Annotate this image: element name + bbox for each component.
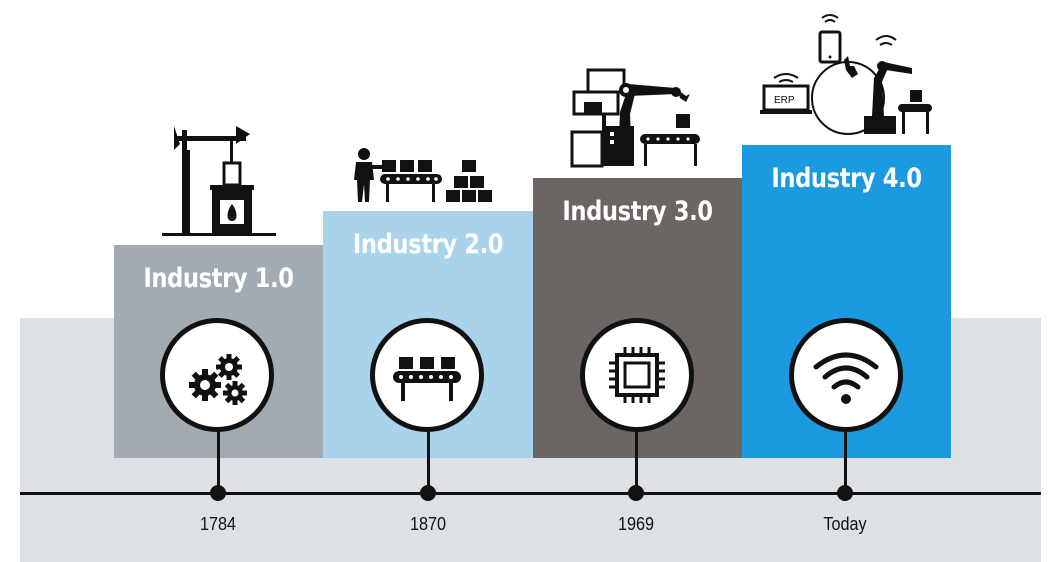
gears-icon: [160, 318, 274, 432]
year-label: 1784: [199, 514, 237, 534]
stem: [635, 432, 638, 490]
stem: [427, 432, 430, 490]
year-label: 1969: [617, 514, 655, 534]
stem: [844, 432, 847, 490]
stage-title: Industry 3.0: [562, 196, 713, 227]
stage-title: Industry 4.0: [771, 163, 922, 194]
robot-arm-computer-icon: [568, 66, 708, 174]
connected-factory-icon: ERP: [760, 12, 940, 142]
stage-title: Industry 1.0: [143, 263, 294, 294]
wifi-icon: [789, 318, 903, 432]
steam-engine-icon: [160, 120, 280, 244]
year-label: Today: [823, 514, 867, 534]
microchip-icon: [580, 318, 694, 432]
year-label: 1870: [409, 514, 447, 534]
stage-title: Industry 2.0: [352, 229, 504, 260]
timeline-axis: [20, 492, 1041, 495]
erp-label: ERP: [774, 95, 795, 106]
conveyor-belt-icon: [370, 318, 484, 432]
assembly-line-worker-icon: [350, 146, 510, 210]
stem: [217, 432, 220, 490]
